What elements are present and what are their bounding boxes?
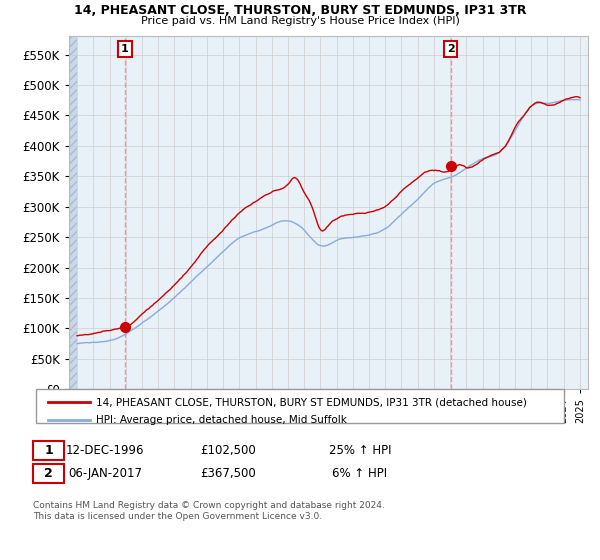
Text: Contains HM Land Registry data © Crown copyright and database right 2024.
This d: Contains HM Land Registry data © Crown c… (33, 501, 385, 521)
Text: 25% ↑ HPI: 25% ↑ HPI (329, 444, 391, 458)
Bar (69, 36, 77, 389)
Text: HPI: Average price, detached house, Mid Suffolk: HPI: Average price, detached house, Mid … (96, 415, 347, 425)
Bar (69, 36, 77, 389)
Text: 14, PHEASANT CLOSE, THURSTON, BURY ST EDMUNDS, IP31 3TR: 14, PHEASANT CLOSE, THURSTON, BURY ST ED… (74, 4, 526, 17)
Text: 06-JAN-2017: 06-JAN-2017 (68, 466, 142, 480)
Text: 2: 2 (447, 44, 455, 54)
Text: 1: 1 (44, 444, 53, 458)
Text: 14, PHEASANT CLOSE, THURSTON, BURY ST EDMUNDS, IP31 3TR (detached house): 14, PHEASANT CLOSE, THURSTON, BURY ST ED… (96, 397, 527, 407)
Text: 1: 1 (121, 44, 129, 54)
Text: 12-DEC-1996: 12-DEC-1996 (66, 444, 144, 458)
Text: 2: 2 (44, 466, 53, 480)
Text: Price paid vs. HM Land Registry's House Price Index (HPI): Price paid vs. HM Land Registry's House … (140, 16, 460, 26)
Text: £102,500: £102,500 (200, 444, 256, 458)
Text: 6% ↑ HPI: 6% ↑ HPI (332, 466, 388, 480)
Text: £367,500: £367,500 (200, 466, 256, 480)
